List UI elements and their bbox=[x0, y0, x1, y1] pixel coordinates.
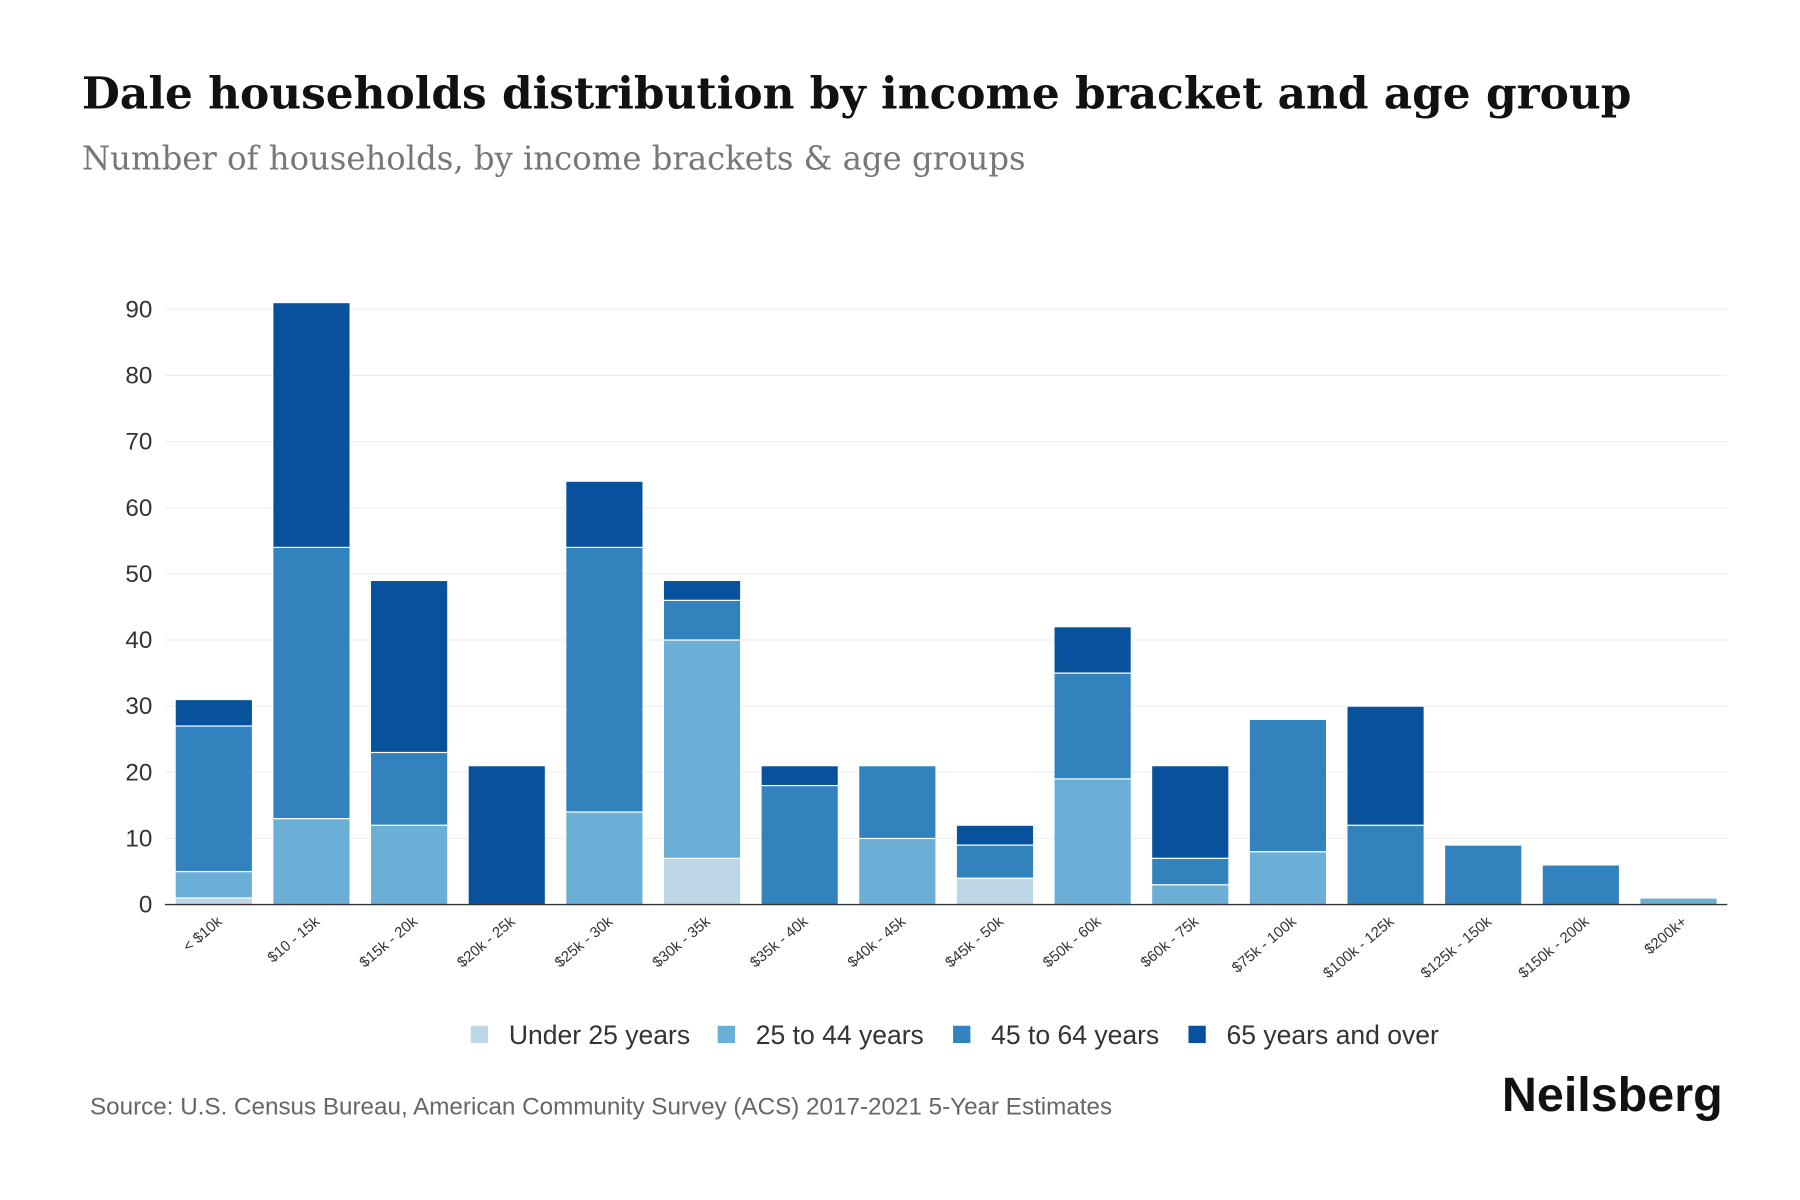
legend-label: 25 to 44 years bbox=[756, 1020, 924, 1050]
x-tick-label: $60k - 75k bbox=[1137, 913, 1202, 971]
x-tick-label: $20k - 25k bbox=[454, 913, 519, 971]
x-tick-label: $200k+ bbox=[1641, 913, 1690, 958]
bar-segment bbox=[272, 546, 351, 820]
x-tick-label: $75k - 100k bbox=[1229, 913, 1300, 977]
x-tick-label: $45k - 50k bbox=[942, 913, 1007, 971]
y-tick-label: 10 bbox=[125, 826, 152, 853]
bar-segment bbox=[174, 698, 254, 727]
bar-segment bbox=[1151, 857, 1230, 886]
bar-segment bbox=[1151, 884, 1230, 906]
y-tick-label: 20 bbox=[125, 759, 152, 786]
x-tick-label: $10 - 15k bbox=[264, 913, 323, 967]
x-axis: < $10k $10 - 15k $15k - 20k $20k - 25k $25k … bbox=[180, 913, 1691, 982]
bar-segment bbox=[1346, 824, 1425, 906]
bar-segment bbox=[1151, 765, 1230, 859]
x-tick-label: $15k - 20k bbox=[356, 913, 421, 971]
bar-segment bbox=[369, 751, 449, 826]
chart-subtitle: Number of households, by income brackets… bbox=[82, 140, 1026, 178]
x-tick-label: $30k - 35k bbox=[649, 913, 714, 971]
x-tick-label: < $10k bbox=[180, 913, 226, 956]
legend-label: 45 to 64 years bbox=[991, 1020, 1159, 1050]
bar-segment bbox=[1541, 864, 1621, 906]
y-tick-label: 30 bbox=[125, 693, 152, 720]
bar-segment bbox=[955, 824, 1035, 846]
x-tick-label: $40k - 45k bbox=[845, 913, 910, 971]
y-tick-label: 70 bbox=[125, 429, 152, 456]
bar-segment bbox=[1639, 897, 1718, 906]
bar-segment bbox=[369, 824, 449, 906]
bar-segment bbox=[662, 579, 742, 601]
legend-swatch bbox=[717, 1025, 735, 1044]
y-axis: 0 10 20 30 40 50 60 70 80 90 bbox=[125, 296, 152, 918]
y-tick-label: 0 bbox=[139, 892, 152, 919]
chart-title: Dale households distribution by income b… bbox=[82, 68, 1632, 119]
bar-segment bbox=[1053, 626, 1132, 674]
bar-segment bbox=[858, 765, 937, 840]
bar-segment bbox=[955, 844, 1035, 879]
x-tick-label: $35k - 40k bbox=[747, 913, 812, 971]
x-tick-label: $100k - 125k bbox=[1320, 913, 1398, 982]
bar-segment bbox=[1053, 672, 1132, 780]
y-tick-label: 90 bbox=[125, 296, 152, 323]
x-tick-label: $125k - 150k bbox=[1418, 913, 1496, 982]
bar-segment bbox=[1053, 778, 1132, 906]
bars bbox=[174, 302, 1718, 906]
bar-segment bbox=[272, 302, 351, 548]
source-note: Source: U.S. Census Bureau, American Com… bbox=[90, 1094, 1112, 1121]
bar-segment bbox=[565, 480, 644, 548]
y-tick-label: 80 bbox=[125, 362, 152, 389]
legend-swatch bbox=[470, 1025, 489, 1044]
y-tick-label: 40 bbox=[125, 627, 152, 654]
bar-segment bbox=[1346, 705, 1425, 826]
bar-segment bbox=[174, 897, 254, 906]
bar-segment bbox=[1248, 718, 1328, 853]
bar-segment bbox=[662, 639, 742, 859]
legend-label: Under 25 years bbox=[509, 1020, 690, 1050]
y-tick-label: 50 bbox=[125, 561, 152, 588]
bar-segment bbox=[662, 599, 742, 641]
bar-segment bbox=[565, 546, 644, 813]
bar-segment bbox=[955, 877, 1035, 906]
bar-segment bbox=[467, 765, 546, 906]
bar-segment bbox=[760, 765, 839, 787]
x-tick-label: $150k - 200k bbox=[1515, 913, 1593, 982]
bar-segment bbox=[272, 818, 351, 906]
bar-segment bbox=[1443, 844, 1523, 906]
bar-segment bbox=[174, 870, 254, 899]
bar-segment bbox=[760, 784, 839, 906]
bar-segment bbox=[858, 837, 937, 906]
bar-segment bbox=[174, 725, 254, 873]
legend-swatch bbox=[1188, 1025, 1206, 1044]
bar-segment bbox=[369, 579, 449, 754]
x-tick-label: $25k - 30k bbox=[552, 913, 617, 971]
y-tick-label: 60 bbox=[125, 495, 152, 522]
bar-segment bbox=[1248, 851, 1328, 906]
x-tick-label: $50k - 60k bbox=[1040, 913, 1105, 971]
legend-label: 65 years and over bbox=[1227, 1020, 1439, 1050]
bar-segment bbox=[565, 811, 644, 906]
bar-segment bbox=[662, 857, 742, 906]
brand-logo: Neilsberg bbox=[1502, 1068, 1723, 1122]
legend: Under 25 years 25 to 44 years 45 to 64 yea… bbox=[470, 1020, 1439, 1050]
legend-swatch bbox=[953, 1025, 971, 1044]
